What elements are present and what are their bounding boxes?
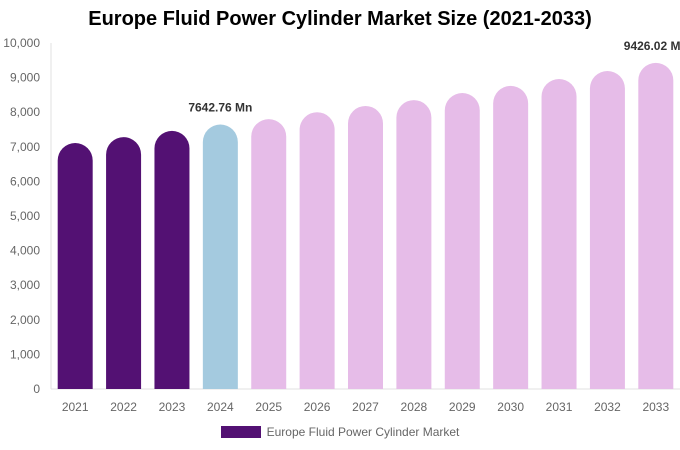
bar-2027 <box>348 105 383 390</box>
x-tick-label: 2026 <box>304 400 331 414</box>
y-tick-label: 7,000 <box>10 140 40 154</box>
bar-2028 <box>396 100 432 389</box>
y-tick-label: 8,000 <box>10 105 40 119</box>
x-tick-label: 2021 <box>62 400 89 414</box>
data-label-2024: 7642.76 Mn <box>188 101 252 115</box>
x-tick-label: 2028 <box>401 400 428 414</box>
x-tick-label: 2032 <box>594 400 621 414</box>
bar-2022 <box>106 137 142 389</box>
bar-2033 <box>638 62 674 389</box>
x-tick-label: 2023 <box>159 400 186 414</box>
legend-label: Europe Fluid Power Cylinder Market <box>266 425 460 439</box>
y-tick-label: 6,000 <box>10 174 40 188</box>
bar-2032 <box>589 71 625 389</box>
bar-2029 <box>444 92 480 389</box>
chart-title: Europe Fluid Power Cylinder Market Size … <box>88 8 592 30</box>
y-tick-label: 2,000 <box>10 313 40 327</box>
x-tick-label: 2022 <box>110 400 137 414</box>
bar-2026 <box>299 112 335 389</box>
y-tick-label: 10,000 <box>3 36 40 50</box>
bar-2031 <box>541 79 577 389</box>
x-tick-label: 2031 <box>546 400 573 414</box>
x-tick-label: 2030 <box>497 400 524 414</box>
data-label-2033: 9426.02 Mn <box>624 39 680 53</box>
x-tick-label: 2024 <box>207 400 234 414</box>
x-tick-label: 2027 <box>352 400 379 414</box>
y-tick-label: 5,000 <box>10 209 40 223</box>
bar-2021 <box>57 142 93 389</box>
y-tick-label: 4,000 <box>10 244 40 258</box>
bar-2025 <box>251 119 287 390</box>
legend-swatch <box>220 426 261 438</box>
x-tick-label: 2033 <box>642 400 669 414</box>
y-tick-label: 0 <box>33 382 40 396</box>
y-tick-label: 1,000 <box>10 347 40 361</box>
bar-2023 <box>154 130 190 389</box>
x-tick-label: 2029 <box>449 400 476 414</box>
bar-2030 <box>493 85 529 389</box>
y-tick-label: 3,000 <box>10 278 40 292</box>
x-tick-label: 2025 <box>255 400 282 414</box>
y-tick-label: 9,000 <box>10 71 40 85</box>
legend[interactable]: Europe Fluid Power Cylinder Market <box>0 425 680 439</box>
bar-2024 <box>202 124 238 390</box>
